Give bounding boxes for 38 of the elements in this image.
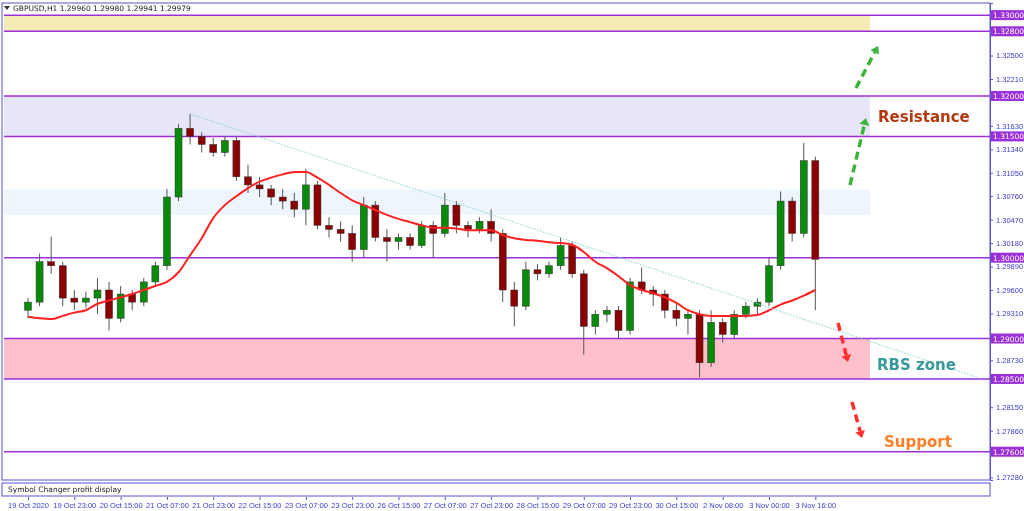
candlestick [82, 291, 90, 309]
candlestick [718, 317, 727, 344]
annotation: RBS zone [877, 356, 956, 374]
candlestick [591, 309, 600, 335]
candlestick [278, 188, 287, 210]
candlestick [290, 192, 299, 218]
candlestick [348, 224, 356, 263]
candlestick [93, 277, 102, 315]
candlestick [70, 289, 79, 311]
candlestick [417, 220, 426, 249]
candlestick [140, 277, 148, 307]
candlestick [730, 309, 739, 340]
candlestick [325, 216, 333, 238]
candlestick [221, 135, 229, 158]
candlestick [151, 261, 160, 287]
candlestick [383, 228, 391, 263]
candlestick [255, 176, 264, 198]
candlestick [128, 289, 136, 311]
candlestick [464, 220, 472, 238]
candlestick [197, 131, 206, 154]
candlestick [452, 200, 461, 234]
candlestick [684, 309, 692, 335]
candlestick [336, 220, 345, 242]
candlestick [209, 137, 217, 158]
candlestick [637, 266, 646, 295]
candlestick [672, 301, 681, 327]
candlestick [267, 184, 275, 206]
candlestick [614, 305, 623, 340]
candlestick [556, 236, 565, 271]
annotation: Support [884, 433, 952, 451]
candlestick [24, 297, 32, 319]
candlestick [186, 113, 194, 145]
candlestick [406, 232, 414, 251]
annotation: Resistance [878, 108, 970, 126]
candlestick [244, 164, 252, 194]
candlestick [47, 236, 55, 275]
candlestick [510, 281, 519, 327]
candlestick [603, 305, 611, 323]
